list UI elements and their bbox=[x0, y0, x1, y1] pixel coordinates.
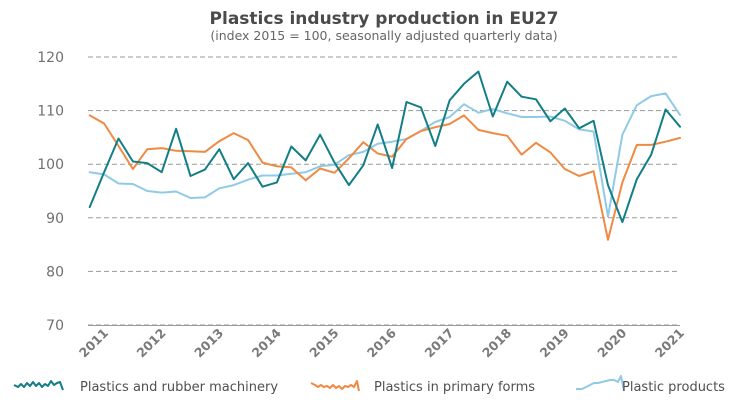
chart-subtitle: (index 2015 = 100, seasonally adjusted q… bbox=[210, 28, 557, 43]
legend-label-2: Plastic products bbox=[622, 380, 725, 395]
legend-label-0: Plastics and rubber machinery bbox=[80, 380, 278, 395]
series-line-0 bbox=[88, 70, 681, 224]
x-tick-label: 2013 bbox=[191, 325, 226, 360]
chart-title: Plastics industry production in EU27 bbox=[210, 9, 559, 29]
series-line-2 bbox=[88, 92, 681, 218]
x-axis-ticks: 2011 2012 2013 2014 2015 2016 2017 2018 2019 2020… bbox=[76, 325, 687, 360]
x-tick-label: 2011 bbox=[76, 325, 111, 360]
legend-label-1: Plastics in primary forms bbox=[374, 380, 535, 395]
y-tick-label: 90 bbox=[46, 211, 64, 227]
y-axis-ticks: 70 80 90 100 110 120 bbox=[37, 50, 64, 334]
x-tick-label: 2017 bbox=[421, 325, 456, 360]
y-tick-label: 100 bbox=[37, 157, 64, 173]
legend-swatch-1 bbox=[310, 380, 360, 392]
x-tick-label: 2018 bbox=[479, 325, 514, 360]
legend-swatch-2 bbox=[576, 375, 625, 392]
x-tick-label: 2019 bbox=[537, 325, 572, 360]
x-tick-label: 2021 bbox=[652, 325, 687, 360]
y-tick-label: 120 bbox=[37, 50, 64, 66]
x-tick-label: 2012 bbox=[134, 325, 169, 360]
series-line-1 bbox=[88, 114, 681, 241]
y-tick-label: 80 bbox=[46, 264, 64, 280]
x-tick-label: 2014 bbox=[249, 325, 284, 360]
x-tick-label: 2020 bbox=[594, 325, 629, 360]
x-tick-label: 2016 bbox=[364, 325, 399, 360]
legend-swatch-0 bbox=[13, 380, 64, 391]
y-tick-label: 110 bbox=[37, 104, 64, 120]
x-tick-label: 2015 bbox=[306, 325, 341, 360]
legend: Plastics and rubber machinery Plastics in… bbox=[13, 375, 725, 395]
y-tick-label: 70 bbox=[46, 318, 64, 334]
series-lines bbox=[88, 70, 681, 241]
